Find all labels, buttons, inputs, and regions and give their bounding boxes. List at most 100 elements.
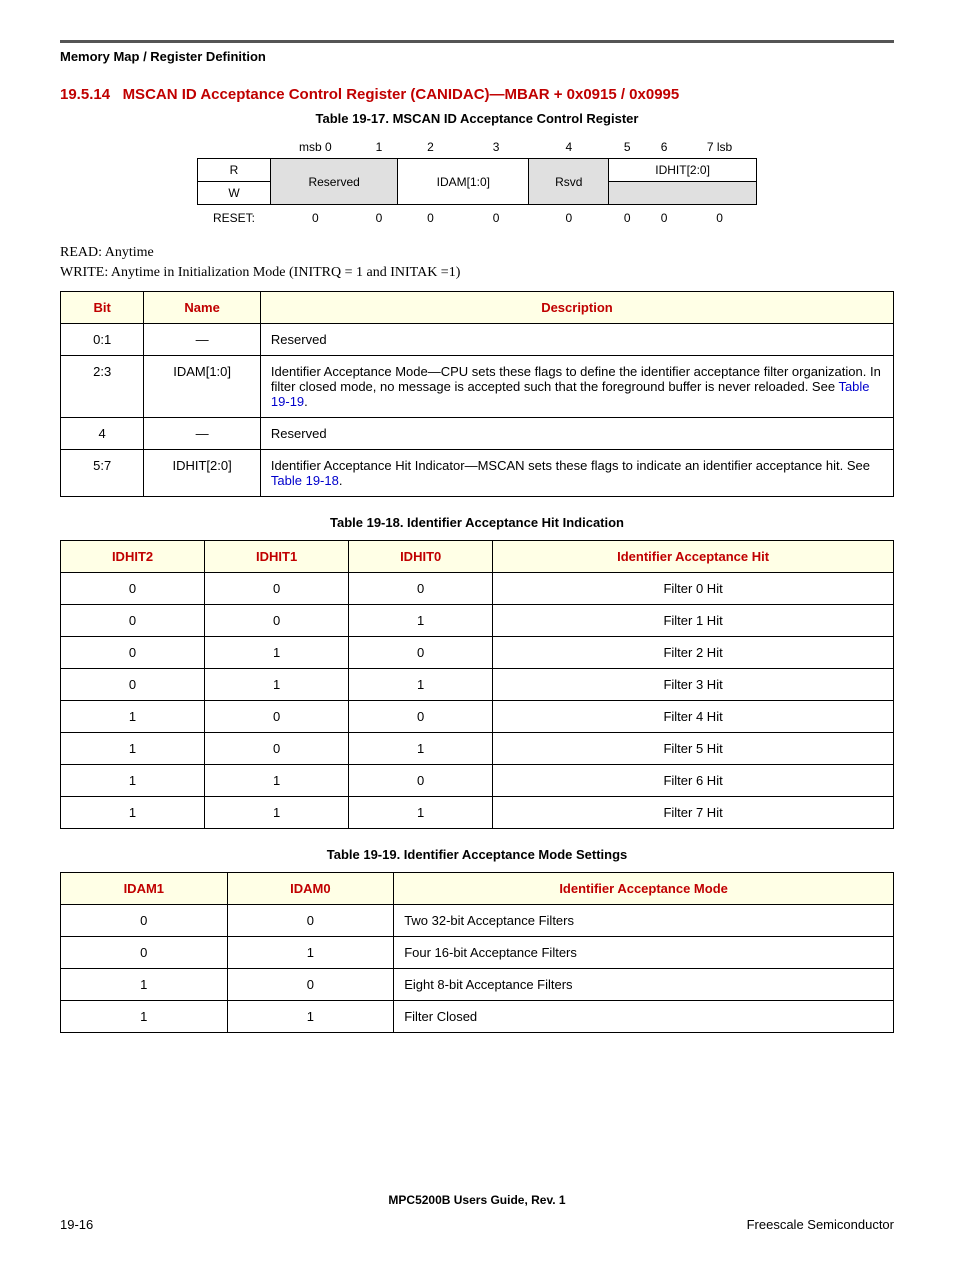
cell: Filter 5 Hit xyxy=(493,733,894,765)
table-header-row: IDHIT2IDHIT1IDHIT0Identifier Acceptance … xyxy=(61,541,894,573)
col-desc: Description xyxy=(260,292,893,324)
cell: Filter 3 Hit xyxy=(493,669,894,701)
cell: 1 xyxy=(227,1001,394,1033)
section-title: MSCAN ID Acceptance Control Register (CA… xyxy=(123,86,680,103)
table-row: 100Filter 4 Hit xyxy=(61,701,894,733)
table-row: 010Filter 2 Hit xyxy=(61,637,894,669)
cell-desc: Identifier Acceptance Hit Indicator—MSCA… xyxy=(260,450,893,497)
cell-name: — xyxy=(144,418,261,450)
table-row: 110Filter 6 Hit xyxy=(61,765,894,797)
cell: Filter 7 Hit xyxy=(493,797,894,829)
cell: 1 xyxy=(349,733,493,765)
desc-text: . xyxy=(339,473,343,488)
page-num: 19-16 xyxy=(60,1217,93,1232)
table-row: 11Filter Closed xyxy=(61,1001,894,1033)
table-row: 00Two 32-bit Acceptance Filters xyxy=(61,905,894,937)
idam-field: IDAM[1:0] xyxy=(398,159,529,205)
cell-name: IDAM[1:0] xyxy=(144,356,261,418)
reset-3: 0 xyxy=(463,205,529,230)
cell: 1 xyxy=(349,605,493,637)
cell: 0 xyxy=(205,573,349,605)
cell: 1 xyxy=(61,733,205,765)
reset-1: 0 xyxy=(360,205,398,230)
bit-4: 4 xyxy=(529,136,609,159)
cell: Filter 1 Hit xyxy=(493,605,894,637)
cell: Filter 6 Hit xyxy=(493,765,894,797)
reset-7: 0 xyxy=(683,205,757,230)
cell: 0 xyxy=(61,669,205,701)
cell: 0 xyxy=(205,701,349,733)
table18-caption: Table 19-18. Identifier Acceptance Hit I… xyxy=(60,515,894,530)
col-header: Identifier Acceptance Hit xyxy=(493,541,894,573)
cell: 0 xyxy=(61,573,205,605)
cell: 0 xyxy=(61,637,205,669)
xref-link[interactable]: Table 19-18 xyxy=(271,473,339,488)
reset-5: 0 xyxy=(609,205,646,230)
cell: 1 xyxy=(61,765,205,797)
col-header: IDHIT0 xyxy=(349,541,493,573)
table-row: 4 — Reserved xyxy=(61,418,894,450)
reset-0: 0 xyxy=(271,205,361,230)
reset-label: RESET: xyxy=(198,205,271,230)
table19-caption: Table 19-19. Identifier Acceptance Mode … xyxy=(60,847,894,862)
table17-caption: Table 19-17. MSCAN ID Acceptance Control… xyxy=(60,111,894,126)
footer-line: 19-16 Freescale Semiconductor xyxy=(60,1217,894,1232)
idhit-write-disabled xyxy=(609,182,757,205)
bit-2: 2 xyxy=(398,136,464,159)
read-note: READ: Anytime xyxy=(60,245,894,261)
desc-text: Identifier Acceptance Mode—CPU sets thes… xyxy=(271,364,881,394)
write-note: WRITE: Anytime in Initialization Mode (I… xyxy=(60,265,894,281)
cell: 0 xyxy=(349,637,493,669)
cell: 0 xyxy=(349,701,493,733)
cell-desc: Identifier Acceptance Mode—CPU sets thes… xyxy=(260,356,893,418)
main-description-table: Bit Name Description 0:1 — Reserved 2:3 … xyxy=(60,291,894,497)
col-header: Identifier Acceptance Mode xyxy=(394,873,894,905)
table18: IDHIT2IDHIT1IDHIT0Identifier Acceptance … xyxy=(60,540,894,829)
cell: 1 xyxy=(61,701,205,733)
cell: 1 xyxy=(227,937,394,969)
cell-bit: 0:1 xyxy=(61,324,144,356)
col-header: IDAM1 xyxy=(61,873,228,905)
cell-bit: 5:7 xyxy=(61,450,144,497)
table-row: 001Filter 1 Hit xyxy=(61,605,894,637)
cell-bit: 2:3 xyxy=(61,356,144,418)
cell: 0 xyxy=(61,937,228,969)
cell: 0 xyxy=(227,969,394,1001)
cell: 0 xyxy=(205,733,349,765)
cell: Filter Closed xyxy=(394,1001,894,1033)
table-row: 111Filter 7 Hit xyxy=(61,797,894,829)
cell: 1 xyxy=(61,797,205,829)
w-label: W xyxy=(198,182,271,205)
col-name: Name xyxy=(144,292,261,324)
cell: 1 xyxy=(61,1001,228,1033)
table-row: 10Eight 8-bit Acceptance Filters xyxy=(61,969,894,1001)
col-header: IDAM0 xyxy=(227,873,394,905)
cell: 0 xyxy=(349,765,493,797)
reset-6: 0 xyxy=(646,205,683,230)
cell: 1 xyxy=(61,969,228,1001)
table-header-row: IDAM1IDAM0Identifier Acceptance Mode xyxy=(61,873,894,905)
cell-bit: 4 xyxy=(61,418,144,450)
bit-3: 3 xyxy=(463,136,529,159)
bit-0: msb 0 xyxy=(271,136,361,159)
cell: 0 xyxy=(61,905,228,937)
cell: 1 xyxy=(205,797,349,829)
register-diagram: msb 0 1 2 3 4 5 6 7 lsb R Reserved IDAM[… xyxy=(197,136,757,229)
cell: 0 xyxy=(349,573,493,605)
idhit-field: IDHIT[2:0] xyxy=(609,159,757,182)
bit-6: 6 xyxy=(646,136,683,159)
reserved-field: Reserved xyxy=(271,159,398,205)
table-row: 2:3 IDAM[1:0] Identifier Acceptance Mode… xyxy=(61,356,894,418)
cell-name: IDHIT[2:0] xyxy=(144,450,261,497)
cell: Two 32-bit Acceptance Filters xyxy=(394,905,894,937)
col-header: IDHIT1 xyxy=(205,541,349,573)
table-row: 0:1 — Reserved xyxy=(61,324,894,356)
cell: Filter 0 Hit xyxy=(493,573,894,605)
read-row: R Reserved IDAM[1:0] Rsvd IDHIT[2:0] xyxy=(198,159,757,182)
desc-text: . xyxy=(304,394,308,409)
table-row: 01Four 16-bit Acceptance Filters xyxy=(61,937,894,969)
bit-header-row: msb 0 1 2 3 4 5 6 7 lsb xyxy=(198,136,757,159)
col-header: IDHIT2 xyxy=(61,541,205,573)
footer-center: MPC5200B Users Guide, Rev. 1 xyxy=(60,1193,894,1207)
top-rule xyxy=(60,40,894,43)
